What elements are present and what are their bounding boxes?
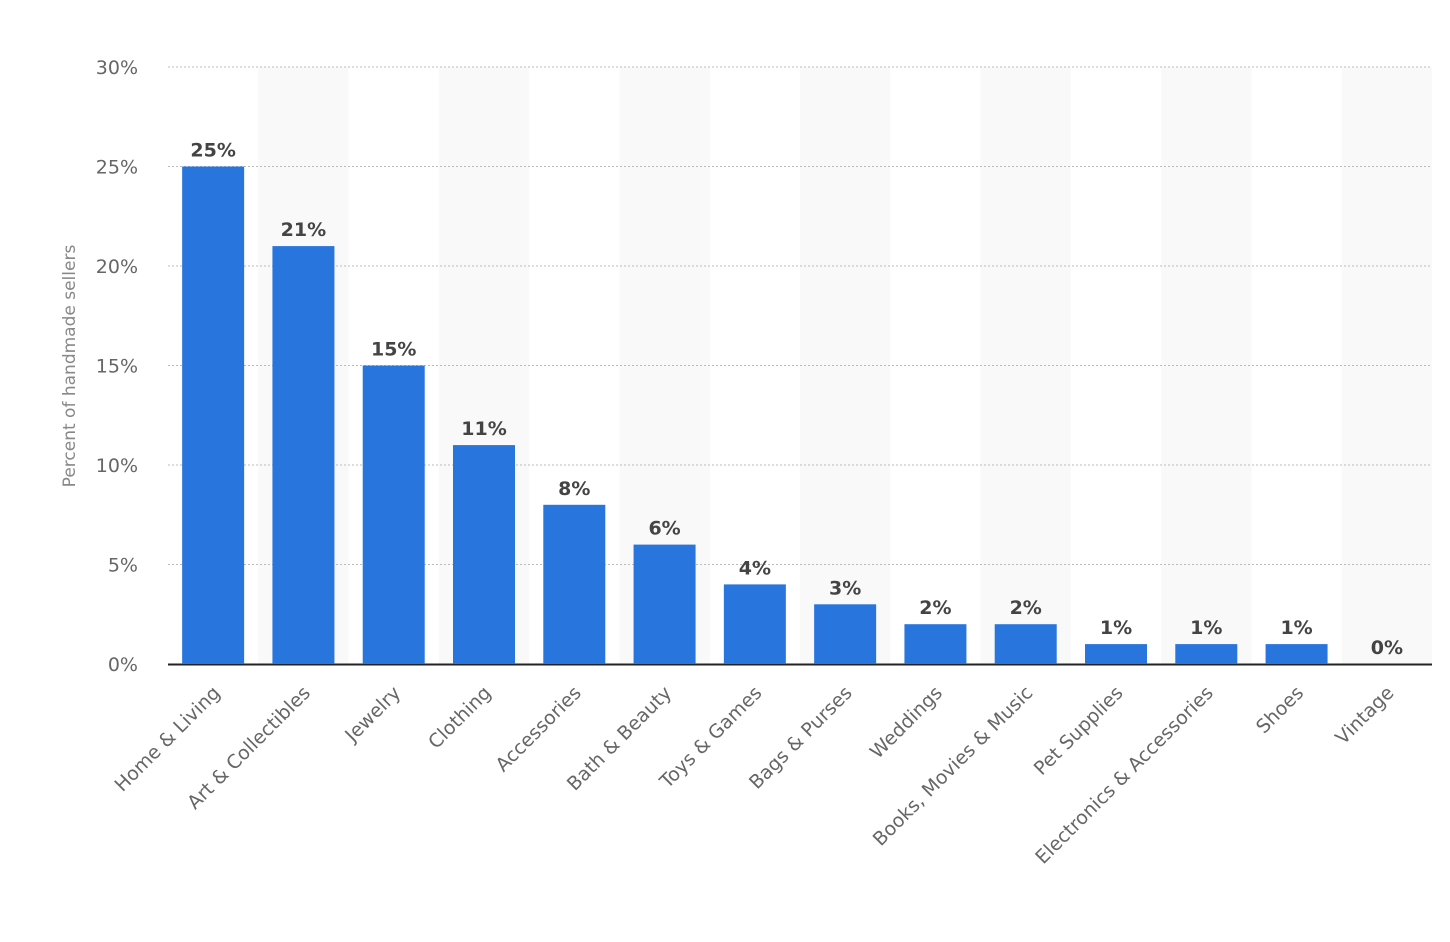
x-tick-label: Jewelry bbox=[340, 682, 405, 747]
bar bbox=[182, 166, 245, 664]
data-label: 1% bbox=[1280, 617, 1312, 639]
bar bbox=[1085, 644, 1147, 664]
x-tick-label: Weddings bbox=[866, 682, 947, 763]
background-band bbox=[1341, 67, 1432, 664]
data-label: 1% bbox=[1190, 617, 1222, 639]
data-label: 1% bbox=[1100, 617, 1132, 639]
bar bbox=[1265, 644, 1328, 664]
x-tick-label: Books, Movies & Music bbox=[869, 682, 1038, 851]
bar bbox=[633, 544, 696, 664]
y-tick-label: 5% bbox=[108, 555, 138, 577]
y-tick-label: 30% bbox=[96, 57, 138, 79]
y-tick-label: 0% bbox=[108, 654, 138, 676]
data-label: 21% bbox=[281, 219, 326, 241]
y-axis-label: Percent of handmade sellers bbox=[60, 245, 80, 488]
data-label: 8% bbox=[558, 478, 590, 500]
y-tick-label: 15% bbox=[96, 356, 138, 378]
y-tick-label: 20% bbox=[96, 256, 138, 278]
x-tick-label: Clothing bbox=[424, 682, 495, 753]
x-tick-label: Vintage bbox=[1331, 682, 1398, 749]
data-label: 25% bbox=[190, 140, 235, 162]
bar bbox=[994, 624, 1057, 664]
bar bbox=[723, 584, 786, 664]
data-label: 11% bbox=[461, 418, 506, 440]
bar bbox=[362, 365, 425, 664]
bar bbox=[904, 624, 967, 664]
data-label: 4% bbox=[739, 557, 771, 579]
bar bbox=[814, 604, 877, 664]
x-tick-label: Shoes bbox=[1252, 682, 1308, 738]
y-tick-label: 25% bbox=[96, 157, 138, 179]
x-tick-label: Accessories bbox=[492, 682, 586, 776]
x-tick-label: Electronics & Accessories bbox=[1031, 682, 1218, 869]
data-label: 0% bbox=[1371, 637, 1403, 659]
data-label: 2% bbox=[1010, 597, 1042, 619]
bar bbox=[543, 504, 606, 664]
data-label: 2% bbox=[919, 597, 951, 619]
data-label: 3% bbox=[829, 577, 861, 599]
data-label: 6% bbox=[648, 518, 680, 540]
bar bbox=[453, 445, 515, 664]
data-label: 15% bbox=[371, 339, 416, 361]
bar bbox=[1175, 644, 1238, 664]
y-tick-label: 10% bbox=[96, 455, 138, 477]
x-tick-label: Pet Supplies bbox=[1030, 682, 1128, 780]
bar bbox=[272, 246, 335, 664]
